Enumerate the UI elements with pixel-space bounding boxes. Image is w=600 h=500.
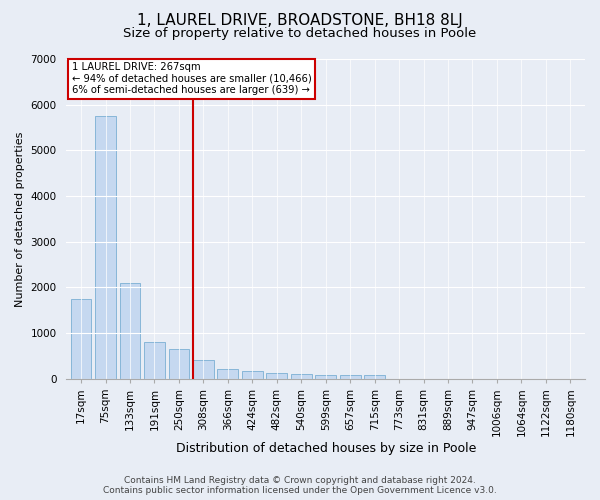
Bar — [217, 368, 238, 378]
Text: 1, LAUREL DRIVE, BROADSTONE, BH18 8LJ: 1, LAUREL DRIVE, BROADSTONE, BH18 8LJ — [137, 12, 463, 28]
Bar — [95, 116, 116, 378]
Bar — [71, 298, 91, 378]
Bar — [119, 283, 140, 378]
Bar — [291, 374, 311, 378]
Y-axis label: Number of detached properties: Number of detached properties — [15, 131, 25, 306]
Text: Size of property relative to detached houses in Poole: Size of property relative to detached ho… — [124, 28, 476, 40]
Bar — [242, 371, 263, 378]
X-axis label: Distribution of detached houses by size in Poole: Distribution of detached houses by size … — [176, 442, 476, 455]
Bar — [193, 360, 214, 378]
Bar — [169, 349, 190, 378]
Bar — [316, 374, 336, 378]
Text: 1 LAUREL DRIVE: 267sqm
← 94% of detached houses are smaller (10,466)
6% of semi-: 1 LAUREL DRIVE: 267sqm ← 94% of detached… — [71, 62, 311, 96]
Bar — [340, 375, 361, 378]
Text: Contains HM Land Registry data © Crown copyright and database right 2024.
Contai: Contains HM Land Registry data © Crown c… — [103, 476, 497, 495]
Bar — [364, 375, 385, 378]
Bar — [144, 342, 165, 378]
Bar — [266, 372, 287, 378]
